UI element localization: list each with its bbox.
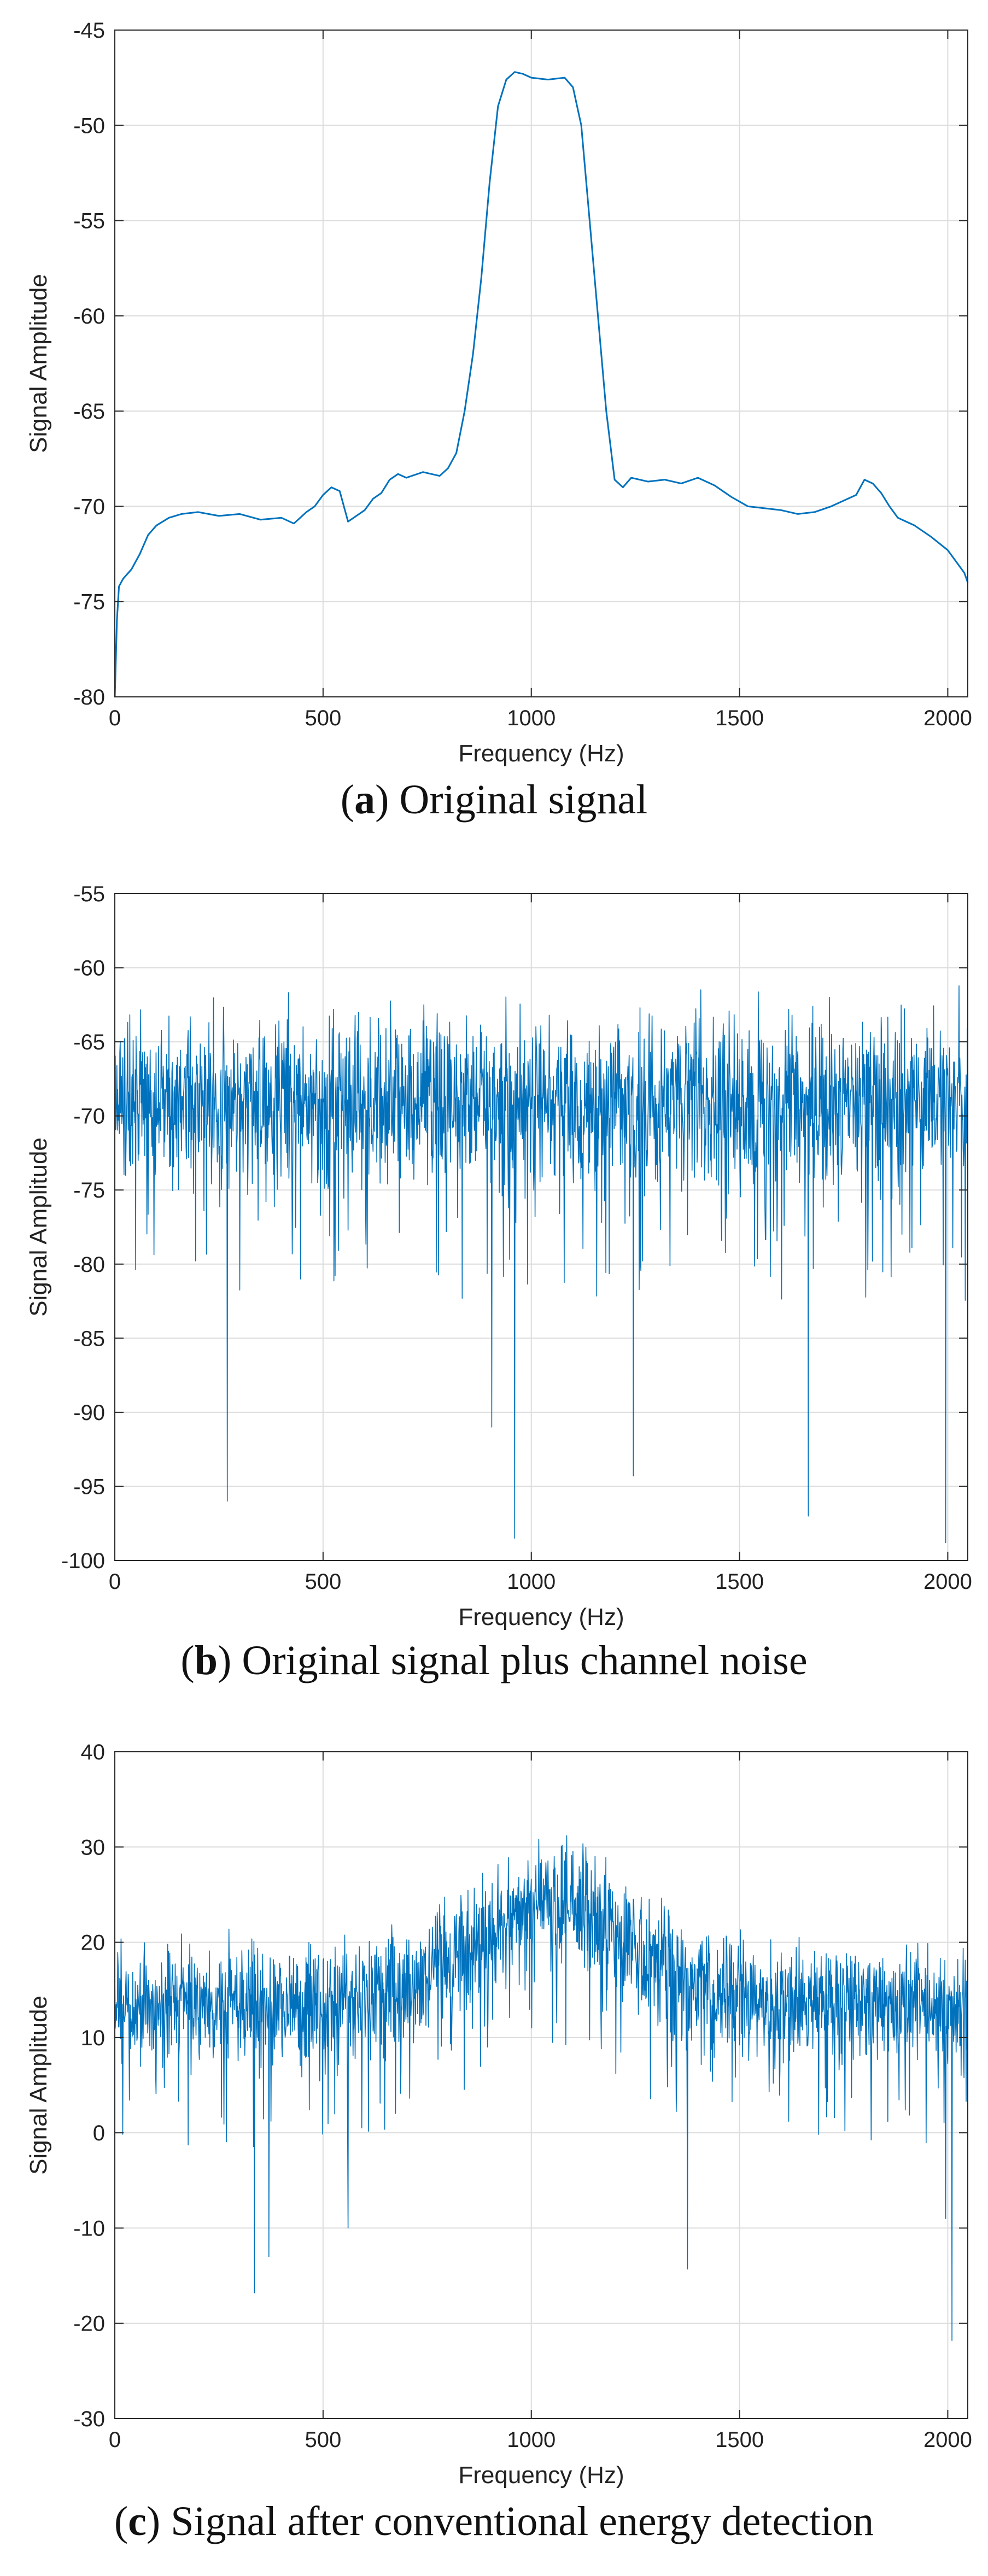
- y-tick-label: -60: [73, 304, 105, 328]
- series-line: [114, 985, 968, 1544]
- chart-c: 0 500 1000 1500 2000 -30 -20 -10 0 10 20 30 40 Freque…: [25, 1740, 972, 2489]
- caption-letter: a: [354, 777, 376, 823]
- caption-b: (b) Original signal plus channel noise: [180, 1638, 808, 1683]
- chart-b: 0 500 1000 1500 2000 -100 -95 -90 -85 -80 -75 -70 -6…: [25, 882, 972, 1630]
- series-line: [114, 1835, 968, 2341]
- x-tick-label: 1000: [507, 706, 556, 730]
- series-line: [114, 71, 969, 697]
- y-tick-label: 30: [81, 1835, 106, 1859]
- chart-panel-c: 0 500 1000 1500 2000 -30 -20 -10 0 10 20 30 40 Freque…: [0, 1722, 988, 2576]
- y-axis-label: Signal Amplitude: [25, 274, 52, 453]
- y-axis-label: Signal Amplitude: [25, 1996, 52, 2175]
- x-tick-label: 0: [109, 706, 121, 730]
- x-tick-label: 500: [305, 2428, 341, 2452]
- chart-panel-a: 0 500 1000 1500 2000 -80 -75 -70 -65 -60 -55 -50 -45…: [0, 0, 988, 853]
- x-tick-label: 1000: [507, 2428, 556, 2452]
- caption-letter: b: [194, 1638, 218, 1683]
- x-tick-label: 0: [109, 2428, 121, 2452]
- grid: [114, 893, 968, 1561]
- grid: [114, 1751, 968, 2419]
- x-axis-label: Frequency (Hz): [458, 740, 624, 767]
- y-tick-label: -50: [73, 114, 105, 138]
- axes-box: [114, 1751, 968, 2419]
- x-axis-label: Frequency (Hz): [458, 2462, 624, 2489]
- y-tick-label: -70: [73, 495, 105, 519]
- y-tick-label: 10: [81, 2026, 106, 2050]
- caption-text: Original signal plus channel noise: [242, 1638, 808, 1683]
- x-axis-label: Frequency (Hz): [458, 1604, 624, 1630]
- caption-letter: c: [128, 2498, 147, 2544]
- y-tick-label: 40: [81, 1740, 106, 1764]
- x-tick-label: 500: [305, 706, 341, 730]
- y-axis-label: Signal Amplitude: [25, 1137, 52, 1317]
- y-tick-label: -30: [73, 2407, 105, 2431]
- y-tick-label: -65: [73, 400, 105, 424]
- x-tick-label: 1500: [715, 706, 764, 730]
- grid: [114, 30, 968, 697]
- y-tick-label: 0: [93, 2121, 105, 2145]
- y-tick-label: -75: [73, 590, 105, 614]
- y-tick-label: -10: [73, 2216, 105, 2240]
- y-tick-label: -85: [73, 1327, 105, 1351]
- x-tick-label: 2000: [923, 706, 972, 730]
- y-tick-label: -80: [73, 685, 105, 709]
- caption-text: Signal after conventional energy detecti…: [171, 2498, 874, 2544]
- y-tick-label: -90: [73, 1401, 105, 1425]
- caption-a: (a) Original signal: [340, 777, 648, 823]
- caption-text: Original signal: [399, 777, 648, 823]
- x-tick-label: 1500: [715, 2428, 764, 2452]
- axes-box: [114, 893, 968, 1561]
- x-tick-label: 2000: [923, 2428, 972, 2452]
- y-tick-label: 20: [81, 1931, 106, 1955]
- y-tick-label: -55: [73, 882, 105, 906]
- y-tick-label: -100: [61, 1549, 105, 1573]
- x-tick-label: 500: [305, 1570, 341, 1594]
- caption-c: (c) Signal after conventional energy det…: [114, 2498, 874, 2544]
- y-tick-label: -65: [73, 1030, 105, 1054]
- y-tick-label: -60: [73, 957, 105, 981]
- y-tick-label: -70: [73, 1105, 105, 1129]
- x-tick-label: 1000: [507, 1570, 556, 1594]
- y-tick-label: -20: [73, 2312, 105, 2336]
- y-tick-label: -95: [73, 1475, 105, 1499]
- x-tick-label: 2000: [923, 1570, 972, 1594]
- y-tick-label: -55: [73, 209, 105, 233]
- x-tick-label: 0: [109, 1570, 121, 1594]
- y-tick-label: -80: [73, 1253, 105, 1277]
- chart-a: 0 500 1000 1500 2000 -80 -75 -70 -65 -60 -55 -50 -45…: [25, 19, 972, 767]
- y-tick-label: -45: [73, 19, 105, 43]
- chart-panel-b: 0 500 1000 1500 2000 -100 -95 -90 -85 -80 -75 -70 -6…: [0, 864, 988, 1716]
- y-tick-label: -75: [73, 1178, 105, 1202]
- x-tick-label: 1500: [715, 1570, 764, 1594]
- axes-box: [114, 30, 968, 697]
